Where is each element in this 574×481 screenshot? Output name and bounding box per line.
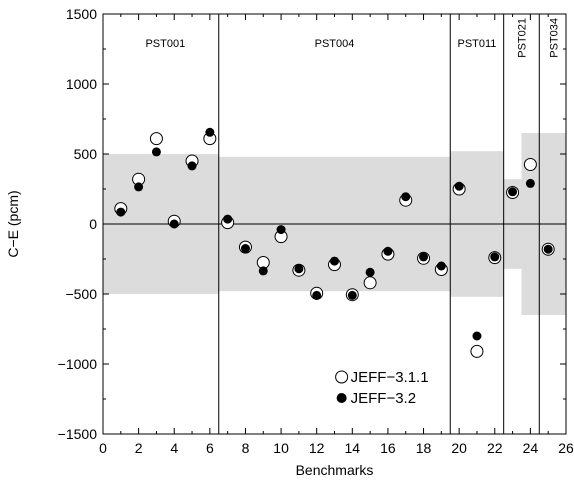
x-tick-label: 12 bbox=[309, 440, 325, 456]
y-axis-label: C−E (pcm) bbox=[5, 190, 21, 257]
point-jeff-3-2 bbox=[543, 244, 553, 254]
section-labels: PST001 PST004 PST011 PST021 PST034 bbox=[145, 18, 560, 58]
point-jeff-3-2 bbox=[151, 147, 161, 157]
x-tick-label: 2 bbox=[135, 440, 143, 456]
point-jeff-3-2 bbox=[383, 246, 393, 256]
point-jeff-3-2 bbox=[419, 252, 429, 262]
plot-frame bbox=[102, 13, 567, 435]
x-tick-label: 16 bbox=[380, 440, 396, 456]
point-jeff-3-1-1 bbox=[470, 344, 484, 358]
point-jeff-3-2 bbox=[116, 207, 126, 217]
x-tick-label: 18 bbox=[416, 440, 432, 456]
point-jeff-3-2 bbox=[187, 161, 197, 171]
point-jeff-3-2 bbox=[223, 214, 233, 224]
point-jeff-3-2 bbox=[258, 266, 268, 276]
point-jeff-3-1-1 bbox=[149, 132, 163, 146]
data-points bbox=[114, 127, 555, 358]
y-tick-label: −1500 bbox=[58, 426, 98, 442]
point-jeff-3-2 bbox=[240, 244, 250, 253]
x-tick-label: 10 bbox=[273, 440, 289, 456]
point-jeff-3-2 bbox=[205, 127, 215, 137]
point-jeff-3-2 bbox=[276, 225, 286, 235]
y-tick-label: 1500 bbox=[66, 6, 97, 22]
point-jeff-3-2 bbox=[490, 252, 500, 262]
point-jeff-3-1-1 bbox=[523, 158, 537, 171]
point-jeff-3-2 bbox=[347, 290, 357, 300]
point-jeff-3-2 bbox=[134, 182, 144, 192]
legend-marker-open bbox=[335, 370, 349, 384]
point-jeff-3-2 bbox=[365, 267, 375, 277]
section-label-pst011: PST011 bbox=[457, 38, 496, 50]
point-jeff-3-2 bbox=[294, 264, 304, 274]
x-axis-label: Benchmarks bbox=[296, 462, 374, 478]
legend: JEFF−3.1.1 JEFF−3.2 bbox=[335, 369, 429, 407]
y-tick-label: 500 bbox=[74, 146, 98, 162]
x-tick-label: 14 bbox=[345, 440, 361, 456]
y-tick-label: −500 bbox=[65, 286, 97, 302]
point-jeff-3-2 bbox=[472, 331, 482, 341]
point-jeff-3-2 bbox=[525, 178, 535, 188]
point-jeff-3-2 bbox=[454, 181, 464, 191]
y-tick-label: 1000 bbox=[66, 76, 97, 92]
section-label-pst034: PST034 bbox=[549, 18, 561, 58]
section-label-pst021: PST021 bbox=[516, 18, 528, 58]
point-jeff-3-1-1 bbox=[363, 276, 377, 290]
x-tick-label: 24 bbox=[523, 440, 539, 456]
x-tick-label: 22 bbox=[487, 440, 503, 456]
point-jeff-3-2 bbox=[401, 192, 411, 202]
y-tick-label: 0 bbox=[89, 216, 97, 232]
x-tick-label: 26 bbox=[558, 440, 574, 456]
point-jeff-3-2 bbox=[508, 187, 518, 197]
x-tick-label: 4 bbox=[170, 440, 178, 456]
legend-label-jeff-3-2: JEFF−3.2 bbox=[351, 390, 416, 407]
point-jeff-3-2 bbox=[312, 290, 322, 300]
section-label-pst001: PST001 bbox=[145, 38, 185, 50]
point-jeff-3-2 bbox=[436, 261, 446, 271]
x-tick-label: 0 bbox=[99, 440, 107, 456]
x-tick-label: 6 bbox=[206, 440, 214, 456]
y-tick-label: −1000 bbox=[58, 356, 98, 372]
point-jeff-3-2 bbox=[330, 256, 339, 266]
axis-ticks: 0 2 4 6 8 10 12 14 16 18 20 22 24 26−1500−1000−500050… bbox=[58, 6, 574, 456]
legend-label-jeff-3-1-1: JEFF−3.1.1 bbox=[351, 369, 429, 386]
x-tick-label: 8 bbox=[242, 440, 250, 456]
x-tick-label: 20 bbox=[451, 440, 467, 456]
point-jeff-3-2 bbox=[169, 219, 179, 229]
section-label-pst004: PST004 bbox=[315, 38, 355, 50]
legend-marker-filled bbox=[336, 393, 347, 403]
